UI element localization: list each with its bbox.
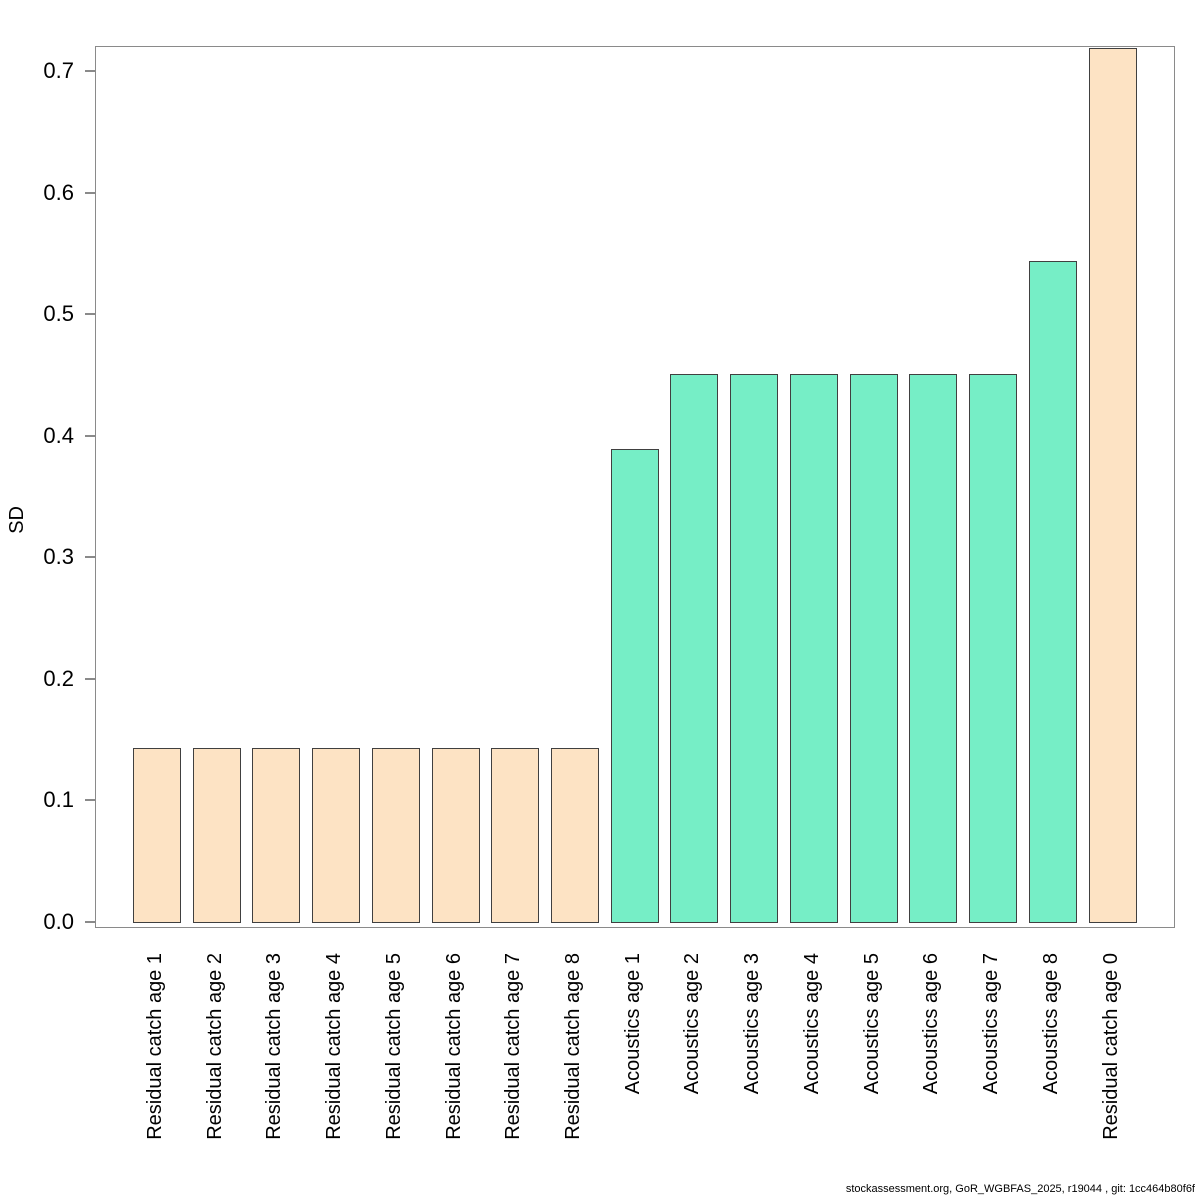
y-tick-label: 0.0 [43, 908, 74, 934]
x-tick-label: Acoustics age 8 [1040, 953, 1062, 1095]
y-tick-mark [85, 191, 95, 194]
y-tick-label: 0.3 [43, 544, 74, 569]
x-tick-label: Acoustics age 3 [741, 953, 763, 1095]
plot-area [95, 46, 1175, 928]
bar-9 [611, 448, 659, 923]
bar-3 [252, 747, 300, 923]
bar-5 [372, 747, 420, 923]
footer-attribution: stockassessment.org, GoR_WGBFAS_2025, r1… [845, 1183, 1195, 1195]
bar-4 [312, 747, 360, 923]
y-tick-mark [85, 677, 95, 680]
bar-15 [969, 373, 1017, 923]
y-tick-label: 0.7 [43, 58, 74, 83]
y-tick-label: 0.6 [43, 179, 74, 205]
y-tick-mark [85, 313, 95, 315]
bar-7 [491, 747, 539, 923]
y-tick-mark [85, 434, 95, 437]
bar-12 [790, 373, 838, 923]
y-axis-title: SD [6, 506, 28, 534]
x-tick-label: Residual catch age 8 [562, 953, 584, 1140]
y-tick-label: 0.4 [43, 422, 74, 448]
bar-14 [909, 373, 957, 923]
y-tick-mark [85, 556, 95, 558]
bar-17 [1089, 47, 1137, 923]
y-tick-label: 0.1 [43, 787, 74, 812]
bar-1 [133, 747, 181, 923]
y-tick-mark [85, 70, 95, 72]
bar-11 [730, 373, 778, 923]
bar-13 [850, 373, 898, 923]
x-tick-label: Residual catch age 3 [263, 953, 285, 1140]
x-tick-label: Acoustics age 2 [681, 953, 703, 1095]
x-tick-label: Acoustics age 5 [861, 953, 883, 1095]
x-tick-label: Acoustics age 1 [622, 953, 644, 1095]
x-tick-label: Residual catch age 0 [1100, 953, 1122, 1140]
x-tick-label: Acoustics age 4 [801, 953, 823, 1095]
y-tick-mark [85, 920, 95, 923]
x-tick-label: Residual catch age 5 [383, 953, 405, 1140]
bar-16 [1029, 260, 1077, 923]
bar-10 [670, 373, 718, 923]
x-tick-label: Residual catch age 2 [204, 953, 226, 1140]
y-tick-mark [85, 799, 95, 801]
bar-8 [551, 747, 599, 923]
x-tick-label: Acoustics age 6 [920, 953, 942, 1095]
bar-6 [432, 747, 480, 923]
x-tick-label: Residual catch age 4 [323, 953, 345, 1140]
bar-2 [193, 747, 241, 923]
x-tick-label: Acoustics age 7 [980, 953, 1002, 1095]
x-tick-label: Residual catch age 7 [502, 953, 524, 1140]
x-tick-label: Residual catch age 1 [144, 953, 166, 1140]
x-tick-label: Residual catch age 6 [443, 953, 465, 1140]
y-tick-label: 0.5 [43, 301, 74, 326]
y-tick-label: 0.2 [43, 665, 74, 691]
